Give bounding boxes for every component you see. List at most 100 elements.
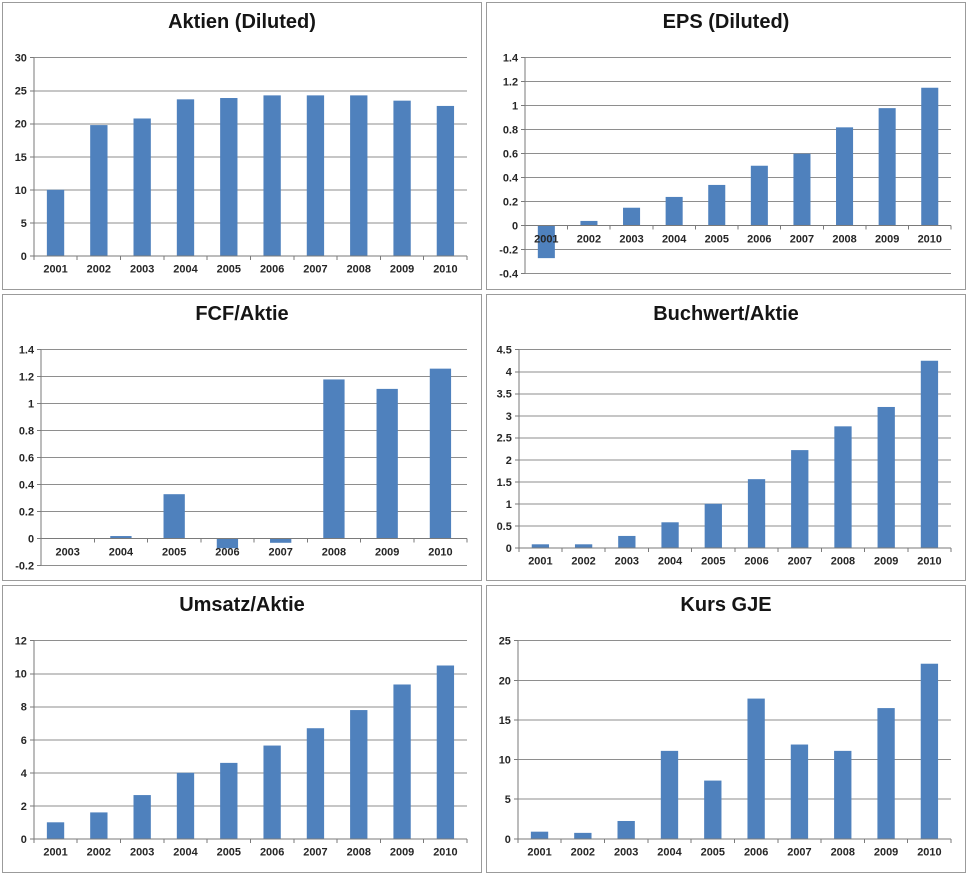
y-tick-label: 1.5 xyxy=(497,476,512,488)
axis-labels: 25 20 15 10 5 0 2001 2002 2003 2004 2005 2006 2007 20… xyxy=(499,636,942,859)
y-tick-label: 1.2 xyxy=(503,77,518,89)
bar-2006 xyxy=(750,165,768,226)
y-tick-label: 15 xyxy=(499,715,511,727)
chart-eps-diluted: EPS (Diluted) 1.4 1.2 1 0.8 0.6 0.4 0.2 0 -0.2 -0… xyxy=(486,2,966,290)
bar-2010 xyxy=(921,87,939,226)
x-tick-label: 2008 xyxy=(832,234,856,246)
bar-2010 xyxy=(429,368,452,539)
axis-labels: 1.4 1.2 1 0.8 0.6 0.4 0.2 0 -0.2 -0.4 2001 2002 2003… xyxy=(499,53,942,281)
chart-kurs-gje: Kurs GJE 25 20 15 10 5 0 2001 2002 2003 2004 2005 2… xyxy=(486,585,966,873)
y-tick-label: 0.4 xyxy=(19,479,35,491)
y-tick-label: 6 xyxy=(21,735,27,747)
bar-2003 xyxy=(617,821,635,840)
chart-aktien-diluted: Aktien (Diluted) 30 25 20 15 10 5 0 2001 2002 200… xyxy=(2,2,482,290)
bar-2006 xyxy=(263,95,281,256)
y-tick-label: 0.6 xyxy=(503,149,518,161)
bars xyxy=(531,360,939,548)
y-tick-label: 20 xyxy=(499,676,511,688)
axes xyxy=(521,57,952,275)
bar-2008 xyxy=(350,95,368,256)
x-tick-label: 2006 xyxy=(260,847,284,859)
x-tick-label: 2010 xyxy=(918,234,942,246)
axis-labels: 12 10 8 6 4 2 0 2001 2002 2003 2004 2005 2006 2007 200… xyxy=(15,636,458,859)
bar-2006 xyxy=(747,698,765,840)
y-tick-label: 0 xyxy=(21,251,27,263)
bar-2007 xyxy=(270,538,292,543)
y-tick-label: 1 xyxy=(28,398,34,410)
bar-2001 xyxy=(46,189,65,256)
chart-umsatz-aktie: Umsatz/Aktie 12 10 8 6 4 2 0 2001 2002 2003 2004 20… xyxy=(2,585,482,873)
bar-2005 xyxy=(708,184,726,226)
bar-2008 xyxy=(836,127,854,226)
bar-2004 xyxy=(665,196,683,226)
bar-2002 xyxy=(90,812,108,840)
y-tick-label: 25 xyxy=(15,86,27,98)
axis-labels: 1.4 1.2 1 0.8 0.6 0.4 0.2 0 -0.2 2003 2004 2005 2006… xyxy=(15,344,452,572)
x-tick-label: 2007 xyxy=(788,555,812,567)
x-tick-label: 2007 xyxy=(303,847,327,859)
x-tick-label: 2007 xyxy=(303,264,327,276)
x-tick-label: 2009 xyxy=(874,555,898,567)
axis-labels: 30 25 20 15 10 5 0 2001 2002 2003 2004 2005 2006 2007… xyxy=(15,53,458,276)
bars xyxy=(110,368,452,548)
x-tick-label: 2004 xyxy=(173,847,198,859)
y-tick-label: 25 xyxy=(499,636,511,648)
x-tick-label: 2003 xyxy=(130,847,154,859)
y-tick-label: 4 xyxy=(21,768,28,780)
chart-fcf-aktie: FCF/Aktie 1.4 1.2 1 0.8 0.6 0.4 0.2 0 -0.2 2003 20… xyxy=(2,293,482,582)
buchwert-aktie-plot: 4.5 4 3.5 3 2.5 2 1.5 1 0.5 0 2001 2002 2003 2004 2005… xyxy=(497,344,952,567)
axes xyxy=(29,57,468,260)
axes xyxy=(37,348,468,566)
x-tick-label: 2004 xyxy=(658,555,683,567)
bar-2009 xyxy=(877,406,895,548)
bar-2004 xyxy=(110,535,132,539)
bar-2004 xyxy=(661,521,679,548)
y-tick-label: 0.2 xyxy=(19,506,34,518)
x-tick-label: 2006 xyxy=(215,546,239,558)
aktien-diluted-plot: 30 25 20 15 10 5 0 2001 2002 2003 2004 2005 2006 2007… xyxy=(15,53,468,276)
bar-2008 xyxy=(350,710,368,840)
axes xyxy=(29,640,468,844)
bar-2002 xyxy=(574,833,592,840)
x-tick-label: 2004 xyxy=(662,234,687,246)
x-tick-label: 2009 xyxy=(874,847,898,859)
x-tick-label: 2004 xyxy=(173,264,198,276)
x-tick-label: 2007 xyxy=(787,847,811,859)
x-tick-label: 2010 xyxy=(428,546,452,558)
y-tick-label: 10 xyxy=(15,669,27,681)
y-tick-label: 0.8 xyxy=(19,425,34,437)
y-tick-label: 15 xyxy=(15,152,27,164)
eps-diluted-plot: 1.4 1.2 1 0.8 0.6 0.4 0.2 0 -0.2 -0.4 2001 2002 2003… xyxy=(499,53,952,281)
x-tick-label: 2006 xyxy=(260,264,284,276)
bar-2006 xyxy=(216,538,239,548)
x-tick-label: 2002 xyxy=(87,847,111,859)
x-tick-label: 2006 xyxy=(747,234,771,246)
bar-2005 xyxy=(704,503,722,548)
bar-2002 xyxy=(90,125,108,256)
bar-2009 xyxy=(393,684,411,840)
y-tick-label: 2 xyxy=(506,454,512,466)
bar-2003 xyxy=(623,207,641,226)
y-tick-label: 0 xyxy=(28,533,34,545)
x-tick-label: 2005 xyxy=(705,234,729,246)
bar-2009 xyxy=(376,388,398,539)
x-tick-label: 2002 xyxy=(577,234,601,246)
x-tick-label: 2004 xyxy=(109,546,134,558)
x-tick-label: 2008 xyxy=(322,546,346,558)
x-tick-label: 2001 xyxy=(534,234,558,246)
y-tick-label: 2 xyxy=(21,801,27,813)
bar-2004 xyxy=(176,773,195,840)
x-tick-label: 2003 xyxy=(615,555,639,567)
x-tick-label: 2005 xyxy=(701,847,725,859)
fcf-aktie-plot: 1.4 1.2 1 0.8 0.6 0.4 0.2 0 -0.2 2003 2004 2005 2006… xyxy=(15,344,468,572)
bars xyxy=(537,87,939,259)
bar-2001 xyxy=(530,832,549,840)
bar-2008 xyxy=(834,425,852,548)
y-tick-label: 12 xyxy=(15,636,27,648)
x-tick-label: 2010 xyxy=(433,264,457,276)
bar-2007 xyxy=(793,153,811,226)
bar-2009 xyxy=(877,708,895,840)
x-tick-label: 2003 xyxy=(619,234,643,246)
bar-2008 xyxy=(323,379,345,539)
bar-2010 xyxy=(920,664,939,840)
